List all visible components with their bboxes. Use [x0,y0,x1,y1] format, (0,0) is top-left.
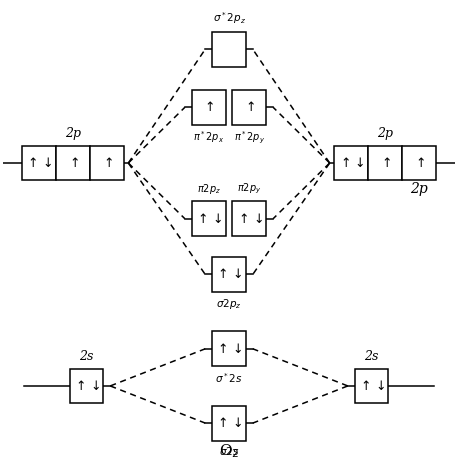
Text: $\uparrow$: $\uparrow$ [215,342,228,356]
Text: $\sigma^*2p_z$: $\sigma^*2p_z$ [213,10,245,26]
Bar [402,146,436,180]
Text: $\uparrow$: $\uparrow$ [67,156,79,170]
Text: $\downarrow$: $\downarrow$ [230,342,243,356]
Text: $\downarrow$: $\downarrow$ [230,267,243,282]
Text: $\uparrow$: $\uparrow$ [236,212,248,226]
Bar [90,146,124,180]
Text: $\downarrow$: $\downarrow$ [353,156,365,170]
Text: $\pi^*2p_x$: $\pi^*2p_x$ [193,129,224,145]
Bar [212,257,246,292]
Text: $\uparrow$: $\uparrow$ [413,156,425,170]
Bar [232,201,266,236]
Text: $\uparrow$: $\uparrow$ [25,156,38,170]
Text: $\downarrow$: $\downarrow$ [373,379,385,393]
Text: $\sigma2s$: $\sigma2s$ [219,445,239,457]
Text: $\uparrow$: $\uparrow$ [243,100,256,114]
Text: $\downarrow$: $\downarrow$ [251,212,263,226]
Text: $\downarrow$: $\downarrow$ [88,379,100,393]
Text: 2s: 2s [79,350,94,363]
Text: 2s: 2s [364,350,379,363]
Bar [212,331,246,366]
Text: $\uparrow$: $\uparrow$ [215,416,228,430]
Text: 2p: 2p [410,181,428,196]
Text: $\pi2p_z$: $\pi2p_z$ [196,182,221,196]
Text: $\uparrow$: $\uparrow$ [215,267,228,282]
Bar [334,146,368,180]
Text: $\uparrow$: $\uparrow$ [358,379,370,393]
Text: $\uparrow$: $\uparrow$ [202,100,215,114]
Text: $\pi2p_y$: $\pi2p_y$ [237,181,262,196]
Text: $\sigma^*2s$: $\sigma^*2s$ [215,371,243,384]
Text: 2p: 2p [65,127,81,140]
Text: $\sigma2p_z$: $\sigma2p_z$ [216,297,242,311]
Bar [192,90,226,125]
Bar [232,90,266,125]
Text: $\uparrow$: $\uparrow$ [195,212,207,226]
Text: $\downarrow$: $\downarrow$ [40,156,53,170]
Bar [70,368,104,403]
Text: O$_2$: O$_2$ [219,443,239,460]
Text: $\uparrow$: $\uparrow$ [338,156,350,170]
Bar [192,201,226,236]
Text: $\uparrow$: $\uparrow$ [73,379,85,393]
Text: $\uparrow$: $\uparrow$ [379,156,391,170]
Bar [212,32,246,67]
Bar [56,146,90,180]
Bar [354,368,388,403]
Text: 2p: 2p [377,127,393,140]
Text: $\uparrow$: $\uparrow$ [101,156,113,170]
Bar [22,146,56,180]
Text: $\downarrow$: $\downarrow$ [230,416,243,430]
Bar [212,406,246,440]
Bar [368,146,402,180]
Text: $\pi^*2p_y$: $\pi^*2p_y$ [234,129,265,146]
Text: $\downarrow$: $\downarrow$ [210,212,222,226]
